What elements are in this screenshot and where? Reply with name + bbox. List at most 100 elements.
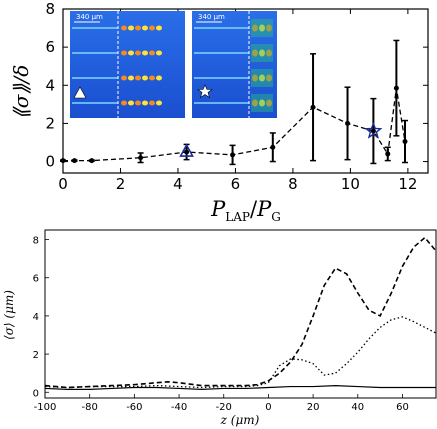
jet-droplet [266, 24, 272, 32]
jet-spray [251, 94, 273, 112]
top-data-series [60, 39, 409, 166]
bottom-ticks: -100 -80 -60 -40 -20 0 20 40 60 0 2 4 6 8 [33, 236, 409, 413]
y-tick-label: 4 [45, 76, 55, 94]
jet-droplet [252, 49, 258, 57]
jet-droplet [259, 74, 265, 82]
jet-droplet [121, 25, 127, 31]
jet-droplet [156, 100, 162, 106]
data-point [138, 155, 144, 161]
x-tick-label: 40 [351, 402, 364, 413]
jet-droplet [121, 50, 127, 56]
triangle-highlight-marker [179, 143, 194, 157]
jet-droplet [128, 100, 134, 106]
bottom-y-axis-label: ⟨σ⟩ (μm) [2, 290, 16, 340]
jet-droplet [121, 100, 127, 106]
x-tick-label: 4 [173, 175, 183, 193]
scale-bar-label: 340 μm [198, 13, 225, 21]
data-point [270, 144, 276, 150]
jet-droplet [142, 100, 148, 106]
data-point [310, 104, 316, 110]
dashed-series-line [44, 236, 437, 389]
x-tick-label: 20 [307, 402, 320, 413]
y-tick-label: 0 [45, 153, 55, 171]
data-point [184, 149, 190, 155]
y-tick-label: 2 [33, 350, 39, 361]
y-tick-label: 6 [45, 38, 55, 56]
jet-droplet [266, 74, 272, 82]
data-point [345, 120, 351, 126]
star-highlight-marker [364, 121, 383, 139]
y-tick-label: 8 [33, 236, 39, 247]
top-x-axis-label: PLAP/PG [210, 197, 281, 224]
jet-droplet [156, 50, 162, 56]
x-tick-label: 10 [341, 175, 360, 193]
jet-droplet [128, 25, 134, 31]
x-tick-label: 6 [231, 175, 241, 193]
x-tick-label: 12 [398, 175, 417, 193]
jet-droplet [135, 25, 141, 31]
jet-droplet [252, 99, 258, 107]
solid-series-line [44, 384, 436, 391]
jet-droplet [266, 99, 272, 107]
bottom-plot-frame [44, 229, 437, 399]
inset-image-star: 340 μm [192, 11, 277, 118]
data-point [370, 128, 376, 134]
x-tick-label: 0 [265, 402, 271, 413]
jet-droplet [142, 75, 148, 81]
jet-droplet [252, 24, 258, 32]
top-chart: 0 2 4 6 8 10 12 0 2 4 6 8 340 μm 340 μm ⟪σ⟫/δ PLAP/… [9, 0, 429, 224]
jet-droplet [252, 74, 258, 82]
bottom-data-series [44, 236, 437, 391]
data-point [60, 158, 66, 164]
dotted-series-line [44, 316, 437, 389]
triangle-marker-icon [73, 86, 87, 99]
data-point [393, 85, 399, 91]
jet-droplet [149, 25, 155, 31]
x-tick-label: 60 [396, 402, 409, 413]
y-tick-label: 8 [45, 0, 55, 18]
jet-spray [251, 19, 273, 37]
data-point [385, 151, 391, 157]
x-tick-label: 2 [116, 175, 126, 193]
y-tick-label: 0 [33, 388, 39, 399]
x-tick-label: -40 [171, 402, 187, 413]
jet-droplet [142, 25, 148, 31]
star-marker-icon [197, 84, 213, 99]
jet-spray [251, 44, 273, 62]
jet-spray [251, 69, 273, 87]
jet-droplet [156, 25, 162, 31]
jet-droplet [135, 50, 141, 56]
jet-droplet [128, 75, 134, 81]
x-tick-label: -80 [82, 402, 98, 413]
data-point [402, 139, 408, 145]
x-tick-label: 8 [288, 175, 298, 193]
jet-droplet [121, 75, 127, 81]
jet-droplet [266, 49, 272, 57]
x-tick-label: -60 [126, 402, 142, 413]
jet-droplet [259, 24, 265, 32]
jet-droplet [149, 75, 155, 81]
x-tick-label: -100 [34, 402, 57, 413]
data-point [230, 152, 236, 158]
x-tick-label: 0 [58, 175, 68, 193]
jet-droplet [149, 100, 155, 106]
jet-droplet [135, 75, 141, 81]
jet-droplet [259, 99, 265, 107]
y-tick-label: 6 [33, 274, 39, 285]
data-point [89, 158, 95, 164]
jet-droplet [149, 50, 155, 56]
jet-droplet [156, 75, 162, 81]
top-y-axis-label: ⟪σ⟫/δ [9, 65, 33, 120]
bottom-x-axis-label: z (μm) [220, 413, 260, 427]
bottom-chart: -100 -80 -60 -40 -20 0 20 40 60 0 2 4 6 8 ⟨σ⟩ (μm) z … [2, 229, 437, 427]
jet-droplet [135, 100, 141, 106]
jet-droplet [259, 49, 265, 57]
y-tick-label: 4 [33, 312, 39, 323]
top-plot-frame [62, 8, 429, 174]
y-tick-label: 2 [45, 114, 55, 132]
x-tick-label: -20 [216, 402, 232, 413]
data-point [71, 158, 77, 164]
jet-droplet [142, 50, 148, 56]
scale-bar-label: 340 μm [76, 13, 103, 21]
